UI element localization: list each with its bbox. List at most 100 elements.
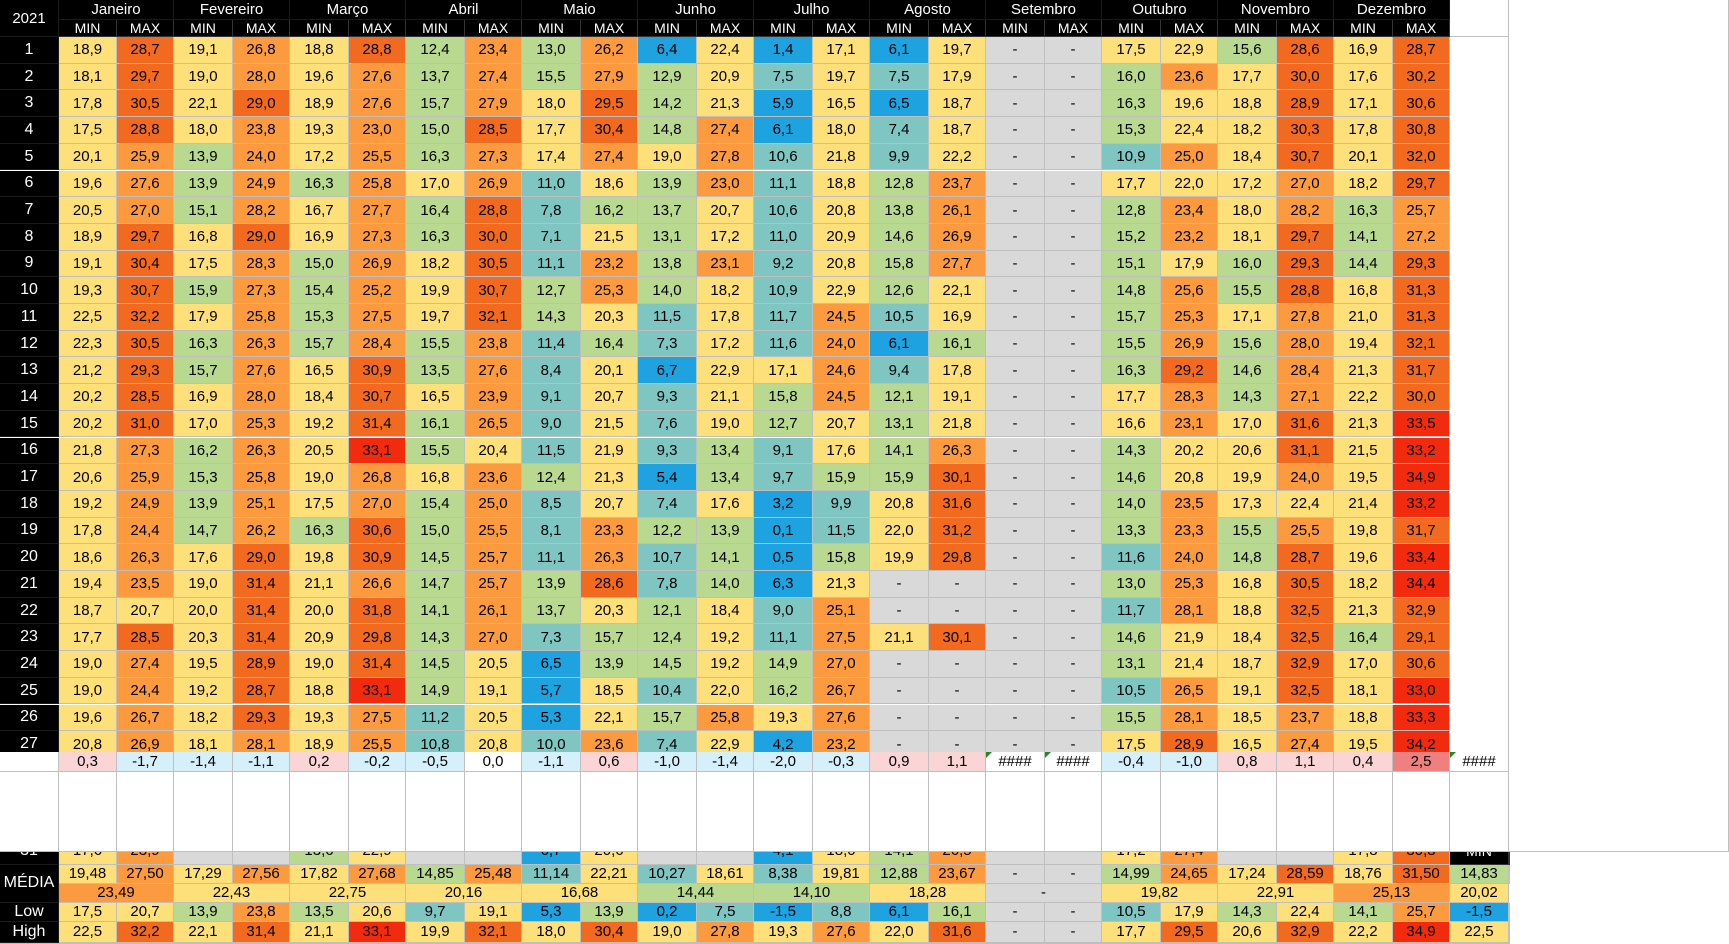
empty-cell[interactable] [754, 772, 813, 852]
temp-cell[interactable]: 29,8 [929, 544, 986, 571]
temp-cell[interactable]: - [986, 117, 1045, 144]
temp-cell[interactable]: - [986, 597, 1045, 625]
temp-cell[interactable]: 19,2 [59, 490, 117, 518]
temp-cell[interactable]: 28,8 [117, 117, 174, 144]
temp-cell[interactable]: 22,1 [929, 277, 986, 304]
temp-cell[interactable]: 28,0 [233, 63, 290, 91]
temp-cell[interactable]: 16,7 [290, 197, 349, 224]
temp-cell[interactable]: 25,0 [465, 490, 522, 518]
temp-cell[interactable]: 18,9 [290, 90, 349, 118]
temp-cell[interactable]: 14,1 [697, 544, 754, 571]
temp-cell[interactable]: 12,4 [638, 624, 697, 652]
temp-cell[interactable]: 30,5 [117, 90, 174, 118]
temp-cell[interactable]: 31,1 [1277, 437, 1334, 465]
temp-cell[interactable]: 20,9 [697, 63, 754, 91]
temp-cell[interactable]: 26,3 [233, 437, 290, 465]
temp-cell[interactable]: 17,6 [174, 544, 233, 571]
temp-cell[interactable]: - [1045, 277, 1102, 304]
temp-cell[interactable]: 29,2 [1161, 357, 1218, 385]
temp-cell[interactable]: 17,7 [59, 624, 117, 652]
temp-cell[interactable]: 27,0 [349, 490, 406, 518]
temp-cell[interactable]: - [1045, 437, 1102, 465]
temp-cell[interactable]: 15,7 [638, 704, 697, 732]
temp-cell[interactable]: - [1045, 677, 1102, 705]
temp-cell[interactable]: 6,4 [638, 37, 697, 64]
temp-cell[interactable]: 9,4 [870, 357, 929, 385]
temp-cell[interactable]: 14,0 [1102, 490, 1161, 518]
temp-cell[interactable]: 9,3 [638, 384, 697, 411]
media-cell[interactable]: 19,81 [813, 864, 870, 884]
year-diff-cell[interactable]: #### [1450, 752, 1509, 772]
empty-cell[interactable] [870, 772, 929, 852]
month-average-cell[interactable]: 19,82 [1102, 883, 1218, 903]
temp-cell[interactable]: 19,8 [290, 544, 349, 571]
temp-cell[interactable]: 19,1 [1218, 677, 1277, 705]
temp-cell[interactable]: 30,3 [1277, 117, 1334, 144]
month-average-cell[interactable]: 25,13 [1334, 883, 1450, 903]
temp-cell[interactable]: 24,0 [1161, 544, 1218, 571]
temp-cell[interactable]: 17,1 [754, 357, 813, 385]
high-cell[interactable]: 22,1 [174, 921, 233, 943]
temp-cell[interactable]: 25,5 [465, 517, 522, 545]
temp-cell[interactable]: 24,0 [813, 330, 870, 358]
low-cell[interactable]: 14,1 [1334, 902, 1393, 922]
temp-cell[interactable]: 17,1 [813, 37, 870, 64]
temp-cell[interactable]: 17,8 [59, 517, 117, 545]
empty-cell[interactable] [1045, 772, 1102, 852]
temp-cell[interactable]: 15,3 [174, 464, 233, 491]
temp-cell[interactable]: 23,4 [465, 37, 522, 64]
temp-cell[interactable]: 15,8 [870, 250, 929, 278]
temp-cell[interactable]: 13,9 [174, 170, 233, 198]
temp-cell[interactable]: 30,7 [349, 384, 406, 411]
temp-cell[interactable]: 27,6 [813, 704, 870, 732]
empty-cell[interactable] [986, 772, 1045, 852]
temp-cell[interactable]: 32,1 [465, 304, 522, 331]
temp-cell[interactable]: 22,0 [1161, 170, 1218, 198]
temp-cell[interactable]: 23,7 [1277, 704, 1334, 732]
temp-cell[interactable]: 13,3 [1102, 517, 1161, 545]
year-high-max[interactable]: 34,9 [1509, 921, 1510, 943]
temp-cell[interactable]: 18,2 [697, 277, 754, 304]
temp-cell[interactable]: 13,9 [638, 170, 697, 198]
temp-cell[interactable]: 20,0 [290, 597, 349, 625]
temp-cell[interactable]: 32,5 [1277, 677, 1334, 705]
temp-cell[interactable]: 17,0 [406, 170, 465, 198]
temp-cell[interactable]: 0,1 [754, 517, 813, 545]
temp-cell[interactable]: 33,1 [349, 677, 406, 705]
temp-cell[interactable]: 15,6 [1218, 37, 1277, 64]
temp-cell[interactable]: 19,3 [754, 704, 813, 732]
temp-cell[interactable]: 21,1 [697, 384, 754, 411]
month-average-cell[interactable]: 20,16 [406, 883, 522, 903]
temp-cell[interactable]: 27,6 [233, 357, 290, 385]
empty-cell[interactable] [813, 772, 870, 852]
month-average-cell[interactable]: 23,49 [59, 883, 174, 903]
high-cell[interactable]: 30,4 [581, 921, 638, 943]
high-cell[interactable]: 31,6 [929, 921, 986, 943]
temp-cell[interactable]: - [1045, 464, 1102, 491]
temp-cell[interactable]: 28,7 [233, 677, 290, 705]
temp-cell[interactable]: 17,9 [929, 63, 986, 91]
temp-cell[interactable]: 15,1 [1102, 250, 1161, 278]
temp-cell[interactable]: 29,3 [1277, 250, 1334, 278]
temp-cell[interactable]: 29,7 [1277, 223, 1334, 251]
temp-cell[interactable]: 22,4 [1277, 490, 1334, 518]
media-cell[interactable]: 11,14 [522, 864, 581, 884]
temp-cell[interactable]: 20,7 [697, 197, 754, 224]
temp-cell[interactable]: 14,6 [870, 223, 929, 251]
temp-cell[interactable]: 20,6 [59, 464, 117, 491]
temp-cell[interactable]: 19,6 [1334, 544, 1393, 571]
temp-cell[interactable]: 29,5 [581, 90, 638, 118]
temp-cell[interactable]: 16,8 [406, 464, 465, 491]
temp-cell[interactable]: 12,7 [522, 277, 581, 304]
temp-cell[interactable]: 14,3 [1218, 384, 1277, 411]
temp-cell[interactable]: 24,5 [813, 304, 870, 331]
temp-cell[interactable]: 6,5 [522, 651, 581, 678]
temp-cell[interactable]: 18,4 [1218, 143, 1277, 171]
temp-cell[interactable]: 18,5 [581, 677, 638, 705]
temp-cell[interactable]: - [929, 571, 986, 598]
temp-cell[interactable]: 27,3 [117, 437, 174, 465]
temp-cell[interactable]: 24,4 [117, 517, 174, 545]
temp-cell[interactable]: - [986, 517, 1045, 545]
temp-cell[interactable]: 7,3 [522, 624, 581, 652]
temp-cell[interactable]: 27,4 [697, 117, 754, 144]
